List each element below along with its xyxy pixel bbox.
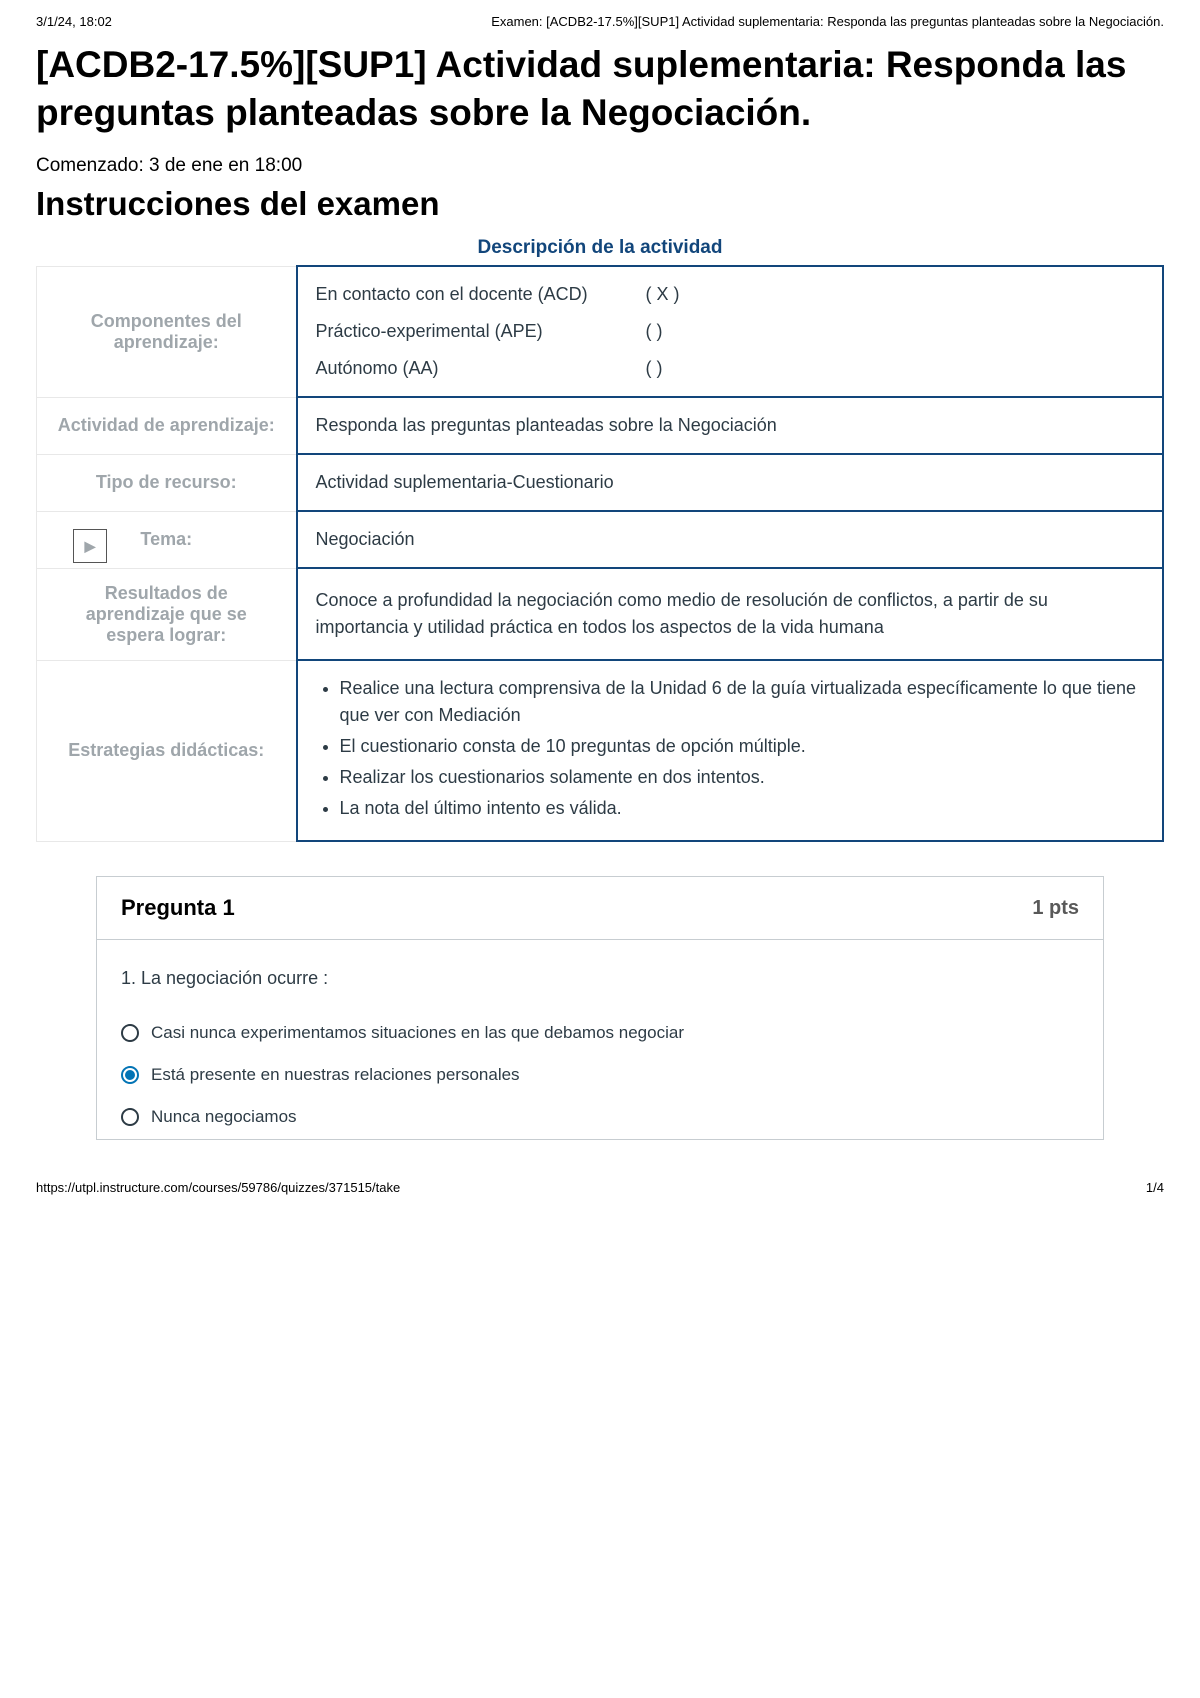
componentes-label: Componentes del aprendizaje: (37, 266, 297, 397)
actividad-value: Responda las preguntas planteadas sobre … (297, 397, 1164, 454)
tipo-label: Tipo de recurso: (37, 454, 297, 511)
question-text: 1. La negociación ocurre : (121, 968, 1079, 989)
comp-aa-label: Autónomo (AA) (316, 355, 646, 382)
option-1[interactable]: Casi nunca experimentamos situaciones en… (121, 1023, 1079, 1043)
option-text: Nunca negociamos (151, 1107, 297, 1127)
estrategia-item: Realice una lectura comprensiva de la Un… (340, 675, 1145, 729)
estrategia-item: El cuestionario consta de 10 preguntas d… (340, 733, 1145, 760)
estrategias-value: Realice una lectura comprensiva de la Un… (297, 660, 1164, 841)
option-text: Casi nunca experimentamos situaciones en… (151, 1023, 684, 1043)
comp-ape-label: Práctico-experimental (APE) (316, 318, 646, 345)
comp-acd-mark: ( X ) (646, 281, 680, 308)
question-points: 1 pts (1032, 897, 1079, 920)
radio-icon[interactable] (121, 1108, 139, 1126)
print-footer: https://utpl.instructure.com/courses/597… (0, 1150, 1200, 1209)
tema-value: Negociación (297, 511, 1164, 568)
option-2[interactable]: Está presente en nuestras relaciones per… (121, 1065, 1079, 1085)
play-icon[interactable]: ▶ (73, 529, 107, 563)
resultados-label: Resultados de aprendizaje que se espera … (37, 568, 297, 660)
componentes-value: En contacto con el docente (ACD) ( X ) P… (297, 266, 1164, 397)
main-content: [ACDB2-17.5%][SUP1] Actividad suplementa… (0, 41, 1200, 1150)
print-header: 3/1/24, 18:02 Examen: [ACDB2-17.5%][SUP1… (0, 0, 1200, 35)
estrategias-label: Estrategias didácticas: (37, 660, 297, 841)
option-text: Está presente en nuestras relaciones per… (151, 1065, 520, 1085)
radio-icon[interactable] (121, 1066, 139, 1084)
question-title: Pregunta 1 (121, 895, 235, 921)
print-timestamp: 3/1/24, 18:02 (36, 14, 112, 29)
tipo-value: Actividad suplementaria-Cuestionario (297, 454, 1164, 511)
estrategia-item: La nota del último intento es válida. (340, 795, 1145, 822)
question-1: Pregunta 1 1 pts 1. La negociación ocurr… (96, 876, 1104, 1140)
resultados-value: Conoce a profundidad la negociación como… (297, 568, 1164, 660)
estrategia-item: Realizar los cuestionarios solamente en … (340, 764, 1145, 791)
actividad-label: Actividad de aprendizaje: (37, 397, 297, 454)
question-body: 1. La negociación ocurre : Casi nunca ex… (97, 940, 1103, 1139)
started-at: Comenzado: 3 de ene en 18:00 (36, 155, 1164, 177)
instructions-heading: Instrucciones del examen (36, 185, 1164, 223)
page-title: [ACDB2-17.5%][SUP1] Actividad suplementa… (36, 41, 1164, 137)
print-doc-title: Examen: [ACDB2-17.5%][SUP1] Actividad su… (491, 14, 1164, 29)
description-title: Descripción de la actividad (36, 237, 1164, 259)
radio-icon[interactable] (121, 1024, 139, 1042)
comp-acd-label: En contacto con el docente (ACD) (316, 281, 646, 308)
comp-aa-mark: ( ) (646, 355, 663, 382)
comp-ape-mark: ( ) (646, 318, 663, 345)
option-3[interactable]: Nunca negociamos (121, 1107, 1079, 1127)
footer-page: 1/4 (1146, 1180, 1164, 1195)
tema-label-cell: ▶ Tema: (37, 511, 297, 568)
footer-url: https://utpl.instructure.com/courses/597… (36, 1180, 400, 1195)
activity-description-table: Componentes del aprendizaje: En contacto… (36, 265, 1164, 842)
question-header: Pregunta 1 1 pts (97, 877, 1103, 940)
tema-label: Tema: (140, 529, 192, 549)
